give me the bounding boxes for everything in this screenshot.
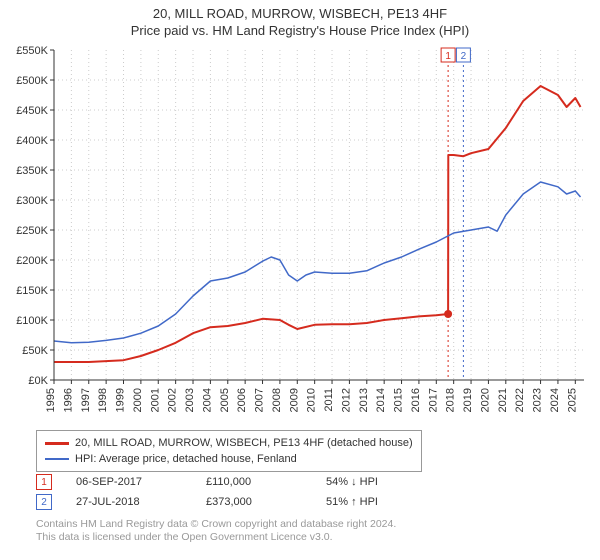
svg-text:2010: 2010 [306, 388, 318, 412]
svg-text:2007: 2007 [254, 388, 266, 412]
sale-pct: 54% ↓ HPI [326, 476, 446, 488]
svg-text:2020: 2020 [479, 388, 491, 412]
svg-text:2021: 2021 [497, 388, 509, 412]
legend: 20, MILL ROAD, MURROW, WISBECH, PE13 4HF… [36, 430, 422, 472]
svg-text:2005: 2005 [219, 388, 231, 412]
svg-text:2: 2 [461, 51, 467, 62]
svg-text:2004: 2004 [201, 388, 213, 412]
svg-text:2022: 2022 [514, 388, 526, 412]
sales-row: 2 27-JUL-2018 £373,000 51% ↑ HPI [36, 492, 446, 512]
page-title: 20, MILL ROAD, MURROW, WISBECH, PE13 4HF [0, 6, 600, 21]
svg-text:1998: 1998 [97, 388, 109, 412]
svg-text:£50K: £50K [22, 345, 48, 357]
sales-row: 1 06-SEP-2017 £110,000 54% ↓ HPI [36, 472, 446, 492]
svg-text:2018: 2018 [445, 388, 457, 412]
svg-text:1999: 1999 [115, 388, 127, 412]
legend-swatch [45, 442, 69, 445]
svg-text:1995: 1995 [45, 388, 57, 412]
svg-text:£450K: £450K [16, 105, 48, 117]
sales-table: 1 06-SEP-2017 £110,000 54% ↓ HPI 2 27-JU… [36, 472, 446, 512]
sale-date: 06-SEP-2017 [76, 476, 206, 488]
footer-line: This data is licensed under the Open Gov… [36, 531, 396, 544]
svg-text:2015: 2015 [393, 388, 405, 412]
svg-text:1997: 1997 [80, 388, 92, 412]
legend-swatch [45, 458, 69, 460]
svg-text:2002: 2002 [167, 388, 179, 412]
svg-text:£300K: £300K [16, 195, 48, 207]
sale-price: £373,000 [206, 496, 326, 508]
sale-pct: 51% ↑ HPI [326, 496, 446, 508]
svg-text:2024: 2024 [549, 388, 561, 412]
price-chart: £0K £50K £100K £150K £200K £250K £300K £350K £40… [8, 44, 592, 424]
footer: Contains HM Land Registry data © Crown c… [36, 518, 396, 544]
svg-text:1: 1 [445, 51, 451, 62]
svg-text:2023: 2023 [532, 388, 544, 412]
sale-badge: 1 [36, 474, 52, 490]
sale-price: £110,000 [206, 476, 326, 488]
svg-text:2011: 2011 [323, 388, 335, 412]
svg-text:£500K: £500K [16, 75, 48, 87]
svg-text:2025: 2025 [566, 388, 578, 412]
svg-text:£400K: £400K [16, 135, 48, 147]
svg-text:£250K: £250K [16, 225, 48, 237]
svg-text:2013: 2013 [358, 388, 370, 412]
svg-text:2008: 2008 [271, 388, 283, 412]
legend-item: 20, MILL ROAD, MURROW, WISBECH, PE13 4HF… [45, 435, 413, 451]
svg-text:2006: 2006 [236, 388, 248, 412]
legend-label: HPI: Average price, detached house, Fenl… [75, 451, 297, 467]
svg-text:2016: 2016 [410, 388, 422, 412]
footer-line: Contains HM Land Registry data © Crown c… [36, 518, 396, 531]
svg-text:£350K: £350K [16, 165, 48, 177]
legend-item: HPI: Average price, detached house, Fenl… [45, 451, 413, 467]
svg-text:£200K: £200K [16, 255, 48, 267]
svg-text:1996: 1996 [62, 388, 74, 412]
svg-text:2014: 2014 [375, 388, 387, 412]
svg-text:2012: 2012 [340, 388, 352, 412]
svg-text:2019: 2019 [462, 388, 474, 412]
svg-text:2017: 2017 [427, 388, 439, 412]
page-subtitle: Price paid vs. HM Land Registry's House … [0, 23, 600, 38]
svg-text:2003: 2003 [184, 388, 196, 412]
svg-text:£100K: £100K [16, 315, 48, 327]
svg-text:2001: 2001 [149, 388, 161, 412]
svg-text:£150K: £150K [16, 285, 48, 297]
sale-badge: 2 [36, 494, 52, 510]
svg-text:2000: 2000 [132, 388, 144, 412]
legend-label: 20, MILL ROAD, MURROW, WISBECH, PE13 4HF… [75, 435, 413, 451]
sale-date: 27-JUL-2018 [76, 496, 206, 508]
svg-text:£0K: £0K [28, 375, 48, 387]
svg-text:£550K: £550K [16, 45, 48, 57]
svg-text:2009: 2009 [288, 388, 300, 412]
